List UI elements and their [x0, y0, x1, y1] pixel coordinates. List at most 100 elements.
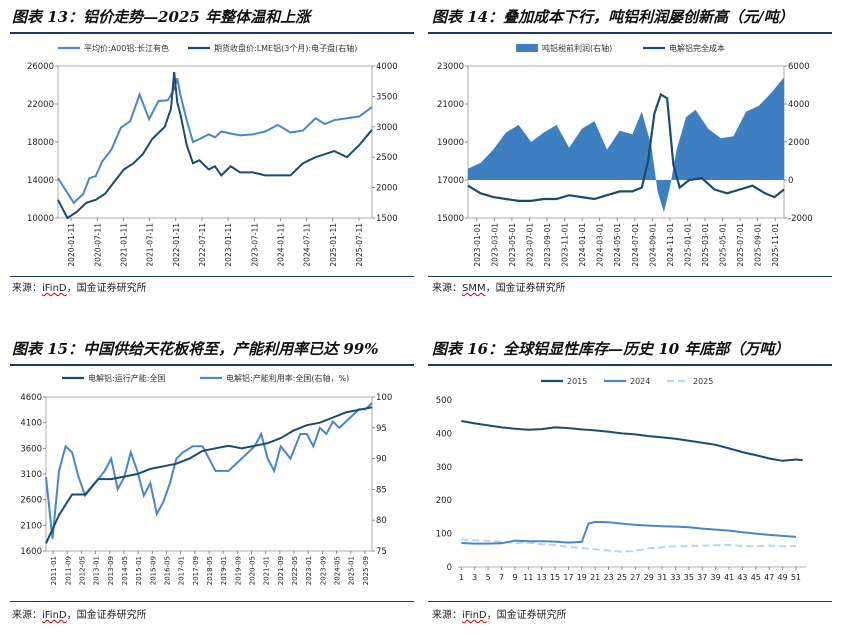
y-left-tick-label: 2100 [20, 521, 42, 531]
x-tick-label: 35 [684, 573, 694, 582]
x-tick-label: 2020-01-11 [67, 223, 76, 267]
x-tick-label: 2023-05-01 [508, 223, 517, 267]
legend-label: 2015 [567, 377, 587, 386]
y-right-tick-label: 4000 [788, 100, 810, 110]
x-tick-label: 1 [459, 573, 464, 582]
y-right-tick-label: -2000 [788, 214, 813, 224]
x-tick-label: 2023-07-01 [525, 223, 534, 267]
y-right-tick-label: 1500 [376, 214, 398, 224]
legend-label: 电解铝:产能利用率:全国(右轴，%) [226, 373, 349, 383]
chart-title: 图表 15：中国供给天花板将至，产能利用率已达 99% [12, 340, 379, 358]
y-right-tick-label: 3000 [376, 123, 398, 133]
x-tick-label: 2011-01 [50, 556, 58, 585]
x-tick-label: 2023-09-01 [543, 223, 552, 267]
source-divider [10, 601, 414, 602]
x-tick-label: 2022-01-11 [172, 223, 181, 267]
x-tick-label: 2013-09 [107, 556, 115, 585]
y-left-tick-label: 26000 [27, 62, 54, 72]
y-left-tick-label: 22000 [27, 100, 54, 110]
x-tick-label: 51 [791, 573, 801, 582]
title-underline [10, 364, 414, 366]
y-left-tick-label: 21000 [437, 100, 464, 110]
y-left-tick-label: 10000 [27, 214, 54, 224]
source-note: 来源：iFinD，国金证券研究所 [12, 283, 147, 294]
y-right-tick-label: 2000 [788, 138, 810, 148]
x-tick-label: 2025-09-01 [754, 223, 763, 267]
y-right-tick-label: 3500 [376, 92, 398, 102]
x-tick-label: 2025-01-11 [329, 223, 338, 267]
x-tick-label: 2015-01 [135, 556, 143, 585]
x-tick-label: 2024-03-01 [596, 223, 605, 267]
x-tick-label: 2012-05 [78, 556, 86, 585]
x-tick-label: 21 [590, 573, 600, 582]
title-underline [428, 364, 832, 366]
y-tick-label: 400 [436, 429, 452, 439]
series-line-utilization [45, 402, 373, 539]
x-tick-label: 27 [630, 573, 640, 582]
x-tick-label: 2025-07-11 [355, 223, 364, 267]
x-tick-label: 2023-09 [319, 556, 327, 585]
y-right-tick-label: 6000 [788, 62, 810, 72]
y-tick-label: 0 [447, 563, 452, 573]
x-tick-label: 2024-09-01 [648, 223, 657, 267]
x-tick-label: 2025-01-01 [683, 223, 692, 267]
x-tick-label: 2023-01-01 [473, 223, 482, 267]
y-left-tick-label: 23000 [437, 62, 464, 72]
y-left-tick-label: 2600 [20, 496, 42, 506]
x-tick-label: 3 [472, 573, 477, 582]
series-line-2024 [461, 520, 797, 545]
chart-title: 图表 16：全球铝显性库存—历史 10 年底部（万吨） [432, 340, 790, 358]
x-tick-label: 5 [486, 573, 491, 582]
x-tick-label: 2021-01 [263, 556, 271, 585]
y-right-tick-label: 90 [376, 455, 387, 465]
x-tick-label: 2025-03-01 [701, 223, 710, 267]
x-tick-label: 9 [512, 573, 517, 582]
x-tick-label: 2021-07-11 [146, 223, 155, 267]
y-left-tick-label: 1600 [20, 547, 42, 557]
legend-label: 2025 [693, 377, 713, 386]
x-tick-label: 15 [550, 573, 560, 582]
legend-label: 电解铝完全成本 [669, 43, 725, 53]
y-tick-label: 200 [436, 496, 452, 506]
x-tick-label: 2025-11-01 [771, 223, 780, 267]
x-tick-label: 2024-11-01 [666, 223, 675, 267]
x-tick-label: 13 [537, 573, 547, 582]
x-tick-label: 2011-09 [64, 556, 72, 585]
x-tick-label: 23 [603, 573, 613, 582]
y-right-tick-label: 4000 [376, 62, 398, 72]
y-tick-label: 500 [436, 396, 452, 406]
x-tick-label: 43 [737, 573, 747, 582]
y-left-tick-label: 14000 [27, 176, 54, 186]
x-tick-label: 2015-09 [149, 556, 157, 585]
x-tick-label: 2023-03-01 [490, 223, 499, 267]
x-tick-label: 2024-05-01 [613, 223, 622, 267]
legend-label: 期货收盘价:LME铝(3个月):电子盘(右轴) [214, 43, 357, 53]
x-tick-label: 2025-01 [348, 556, 356, 585]
x-tick-label: 2024-07-01 [631, 223, 640, 267]
legend-label: 吨铝税前利润(右轴) [542, 43, 612, 53]
plot-frame [45, 396, 373, 552]
y-right-tick-label: 0 [788, 176, 793, 186]
x-tick-label: 37 [697, 573, 707, 582]
legend-label: 2024 [630, 377, 650, 386]
x-tick-label: 19 [577, 573, 587, 582]
series-line-full-cost [467, 92, 785, 202]
source-note: 来源：SMM，国金证券研究所 [432, 283, 566, 294]
series-line-lme-price [57, 71, 373, 220]
x-tick-label: 2024-05 [334, 556, 342, 585]
x-tick-label: 2013-01 [93, 556, 101, 585]
series-line-capacity [45, 406, 373, 544]
source-note: 来源：iFinD，国金证券研究所 [12, 610, 147, 621]
series-line-a00-price [57, 78, 373, 205]
x-tick-label: 2021-01-11 [119, 223, 128, 267]
legend-swatch [516, 44, 538, 52]
x-tick-label: 29 [644, 573, 654, 582]
y-right-tick-label: 85 [376, 485, 387, 495]
title-underline [10, 32, 414, 34]
x-tick-label: 2023-01 [305, 556, 313, 585]
x-tick-label: 2025-09 [362, 556, 370, 585]
x-tick-label: 39 [711, 573, 721, 582]
y-right-tick-label: 95 [376, 424, 387, 434]
x-tick-label: 2020-05 [249, 556, 257, 585]
